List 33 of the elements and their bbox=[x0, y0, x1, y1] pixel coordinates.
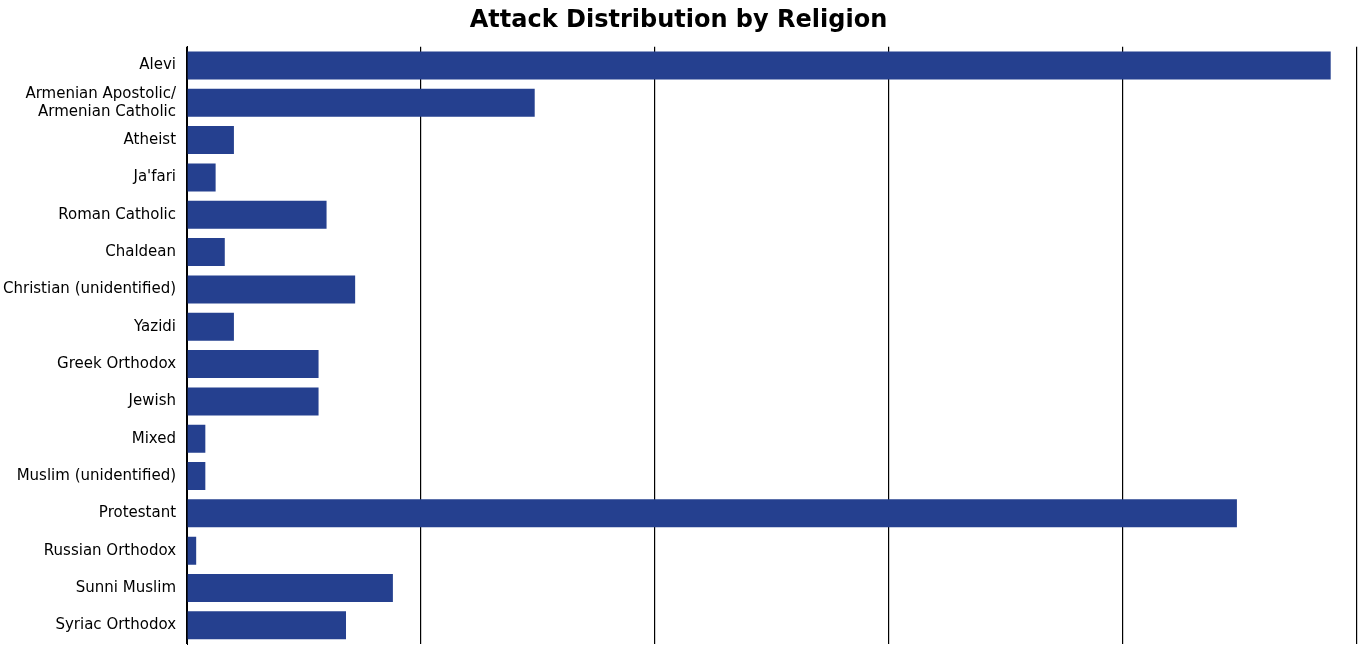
y-tick-label: Roman Catholic bbox=[58, 204, 177, 223]
y-tick-label: Armenian Apostolic/ Armenian Catholic bbox=[25, 83, 177, 120]
y-tick-label: Jewish bbox=[127, 391, 177, 410]
bar bbox=[187, 275, 356, 304]
bar bbox=[187, 462, 206, 491]
bar bbox=[187, 387, 319, 416]
y-tick-label: Mixed bbox=[131, 428, 177, 447]
y-tick-label: Ja'fari bbox=[132, 167, 177, 186]
y-tick-label: Protestant bbox=[98, 503, 177, 522]
bar bbox=[187, 88, 535, 117]
bar bbox=[187, 126, 234, 155]
y-tick-label: Russian Orthodox bbox=[43, 540, 177, 559]
y-tick-label: Chaldean bbox=[105, 241, 177, 260]
bar bbox=[187, 51, 1331, 80]
bar bbox=[187, 424, 206, 453]
bar bbox=[187, 499, 1237, 528]
bar bbox=[187, 200, 327, 229]
bar bbox=[187, 536, 197, 565]
y-tick-label: Yazidi bbox=[133, 316, 177, 335]
y-tick-label: Greek Orthodox bbox=[57, 353, 177, 372]
bar bbox=[187, 238, 225, 267]
bar bbox=[187, 350, 319, 379]
y-tick-label: Muslim (unidentified) bbox=[16, 465, 177, 484]
y-tick-label: Sunni Muslim bbox=[75, 577, 177, 596]
y-tick-label: Syriac Orthodox bbox=[55, 615, 177, 634]
y-tick-label: Atheist bbox=[123, 130, 177, 148]
y-tick-label: Alevi bbox=[139, 55, 177, 74]
y-tick-label: Christian (unidentified) bbox=[2, 279, 177, 298]
bar bbox=[187, 574, 393, 603]
chart-title: Attack Distribution by Religion bbox=[469, 4, 888, 33]
bar bbox=[187, 312, 234, 341]
bar bbox=[187, 611, 346, 640]
bar bbox=[187, 163, 216, 192]
